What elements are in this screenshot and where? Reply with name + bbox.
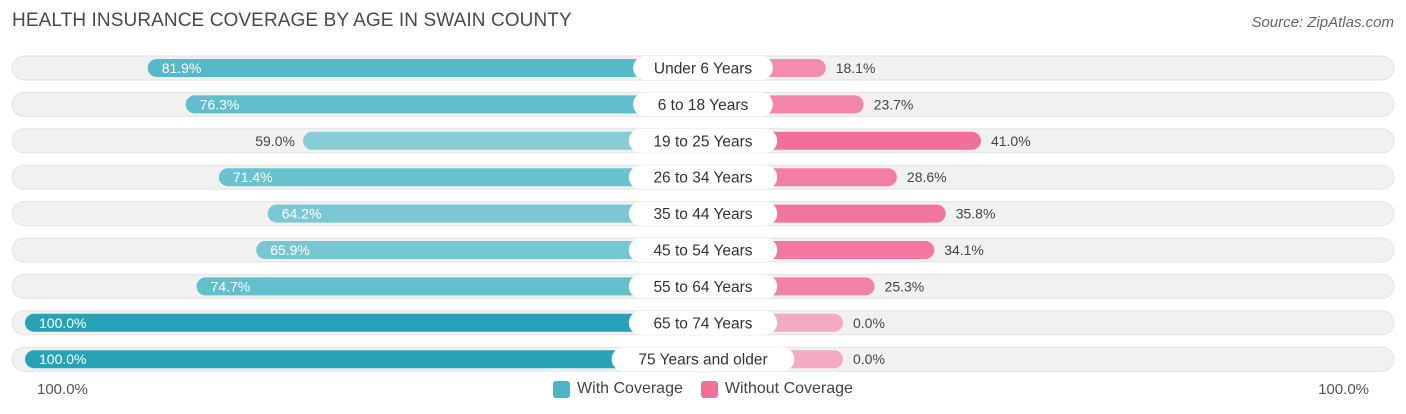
category-label: 35 to 44 Years: [653, 206, 752, 223]
source-label: Source: ZipAtlas.com: [1251, 14, 1394, 31]
value-label-with-coverage: 65.9%: [270, 242, 310, 258]
category-label: 75 Years and older: [638, 352, 767, 369]
value-label-without-coverage: 41.0%: [991, 133, 1031, 149]
legend-item-with-coverage: With Coverage: [553, 380, 683, 398]
legend: With Coverage Without Coverage: [0, 380, 1406, 398]
bar-with-coverage: [267, 204, 703, 223]
category-label: 65 to 74 Years: [653, 315, 752, 332]
value-label-with-coverage: 64.2%: [282, 206, 322, 222]
category-label: 45 to 54 Years: [653, 243, 752, 260]
value-label-without-coverage: 0.0%: [853, 351, 885, 367]
value-label-without-coverage: 18.1%: [836, 60, 876, 76]
value-label-with-coverage: 76.3%: [200, 96, 240, 112]
value-label-without-coverage: 28.6%: [907, 169, 947, 185]
value-label-without-coverage: 34.1%: [944, 242, 984, 258]
bar-with-coverage: [302, 131, 703, 150]
category-pill: [628, 274, 778, 299]
value-label-with-coverage: 71.4%: [233, 169, 273, 185]
value-label-with-coverage: 59.0%: [255, 133, 295, 149]
category-pill: [633, 92, 773, 117]
category-pill: [628, 128, 778, 153]
bar-with-coverage: [185, 95, 703, 114]
bar-with-coverage: [25, 313, 703, 332]
axis-left-label: 100.0%: [37, 381, 88, 398]
legend-label-with-coverage: With Coverage: [577, 380, 683, 397]
chart-title: HEALTH INSURANCE COVERAGE BY AGE IN SWAI…: [12, 10, 572, 31]
value-label-without-coverage: 23.7%: [874, 96, 914, 112]
category-label: 55 to 64 Years: [653, 279, 752, 296]
bar-with-coverage: [196, 277, 703, 296]
legend-item-without-coverage: Without Coverage: [700, 380, 853, 398]
category-pill: [628, 201, 778, 226]
value-label-without-coverage: 25.3%: [885, 278, 925, 294]
legend-label-without-coverage: Without Coverage: [724, 380, 853, 397]
value-label-without-coverage: 0.0%: [853, 315, 885, 331]
value-label-without-coverage: 35.8%: [956, 206, 996, 222]
category-label: 6 to 18 Years: [658, 97, 749, 114]
axis-right-label: 100.0%: [1318, 381, 1369, 398]
bar-with-coverage: [256, 241, 703, 259]
value-label-with-coverage: 81.9%: [162, 60, 202, 76]
value-label-with-coverage: 74.7%: [211, 278, 251, 294]
value-label-with-coverage: 100.0%: [39, 351, 86, 367]
bar-with-coverage: [25, 350, 703, 369]
category-label: 19 to 25 Years: [653, 133, 752, 150]
bar-with-coverage: [147, 59, 703, 77]
category-label: 26 to 34 Years: [653, 170, 752, 187]
category-label: Under 6 Years: [654, 61, 752, 78]
category-pill: [611, 347, 795, 372]
category-pill: [633, 56, 773, 80]
value-label-with-coverage: 100.0%: [39, 315, 86, 331]
legend-swatch-without-coverage: [700, 380, 718, 398]
bar-with-coverage: [218, 168, 703, 187]
category-pill: [628, 238, 778, 262]
legend-swatch-with-coverage: [553, 380, 571, 398]
category-pill: [628, 165, 778, 190]
category-pill: [628, 310, 778, 335]
